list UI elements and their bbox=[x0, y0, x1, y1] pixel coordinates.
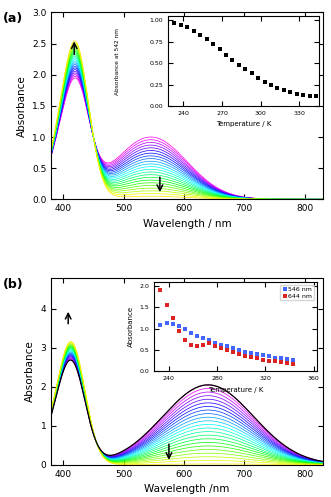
Y-axis label: Absorbance: Absorbance bbox=[25, 340, 35, 402]
Y-axis label: Absorbance: Absorbance bbox=[17, 75, 26, 137]
X-axis label: Wavelength / nm: Wavelength / nm bbox=[143, 219, 231, 229]
X-axis label: Wavelength /nm: Wavelength /nm bbox=[144, 484, 230, 494]
Text: (b): (b) bbox=[2, 278, 23, 291]
Text: (a): (a) bbox=[2, 12, 23, 25]
